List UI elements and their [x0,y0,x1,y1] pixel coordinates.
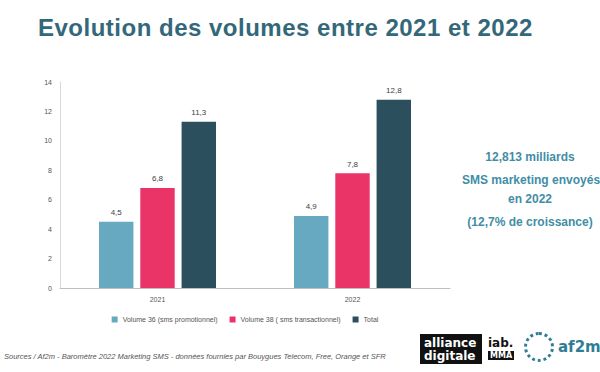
svg-text:6: 6 [48,196,52,203]
svg-text:12: 12 [44,108,52,115]
svg-text:2: 2 [48,255,52,262]
svg-text:2021: 2021 [150,296,166,303]
html-text:SMS marketing envoyés: SMS marketing envoyés [462,173,600,187]
svg-text:4,9: 4,9 [306,202,318,211]
svg-text:11,3: 11,3 [191,108,207,117]
html-text:alliance: alliance [424,336,477,350]
svg-text:10: 10 [44,137,52,144]
html-text:(12,7% de croissance): (12,7% de croissance) [467,215,593,229]
svg-text:14: 14 [44,79,52,86]
html-text:Evolution des volumes entre 20: Evolution des volumes entre 2021 et 2022 [38,14,533,41]
html-text:Sources / Af2m - Baromètre 202: Sources / Af2m - Baromètre 2022 Marketin… [4,352,386,361]
svg-text:4: 4 [48,226,52,233]
html-text:12,813 milliards: 12,813 milliards [485,150,575,164]
html-text:MMA: MMA [490,351,513,360]
svg-text:7,8: 7,8 [347,160,359,169]
html-text:iab.: iab. [488,336,514,350]
html-text:digitale: digitale [424,349,476,363]
html-text:af2m: af2m [558,338,600,356]
svg-text:Total: Total [364,316,379,323]
html-text:en 2022: en 2022 [508,192,552,206]
svg-text:2022: 2022 [345,296,361,303]
svg-text:Volume 36 (sms promotionnel): Volume 36 (sms promotionnel) [123,316,218,324]
svg-text:0: 0 [48,285,52,292]
svg-text:12,8: 12,8 [386,86,402,95]
svg-text:8: 8 [48,167,52,174]
svg-text:Volume 38 ( sms transactionnel: Volume 38 ( sms transactionnel) [241,316,341,324]
svg-text:4,5: 4,5 [111,208,123,217]
svg-text:6,8: 6,8 [152,174,164,183]
